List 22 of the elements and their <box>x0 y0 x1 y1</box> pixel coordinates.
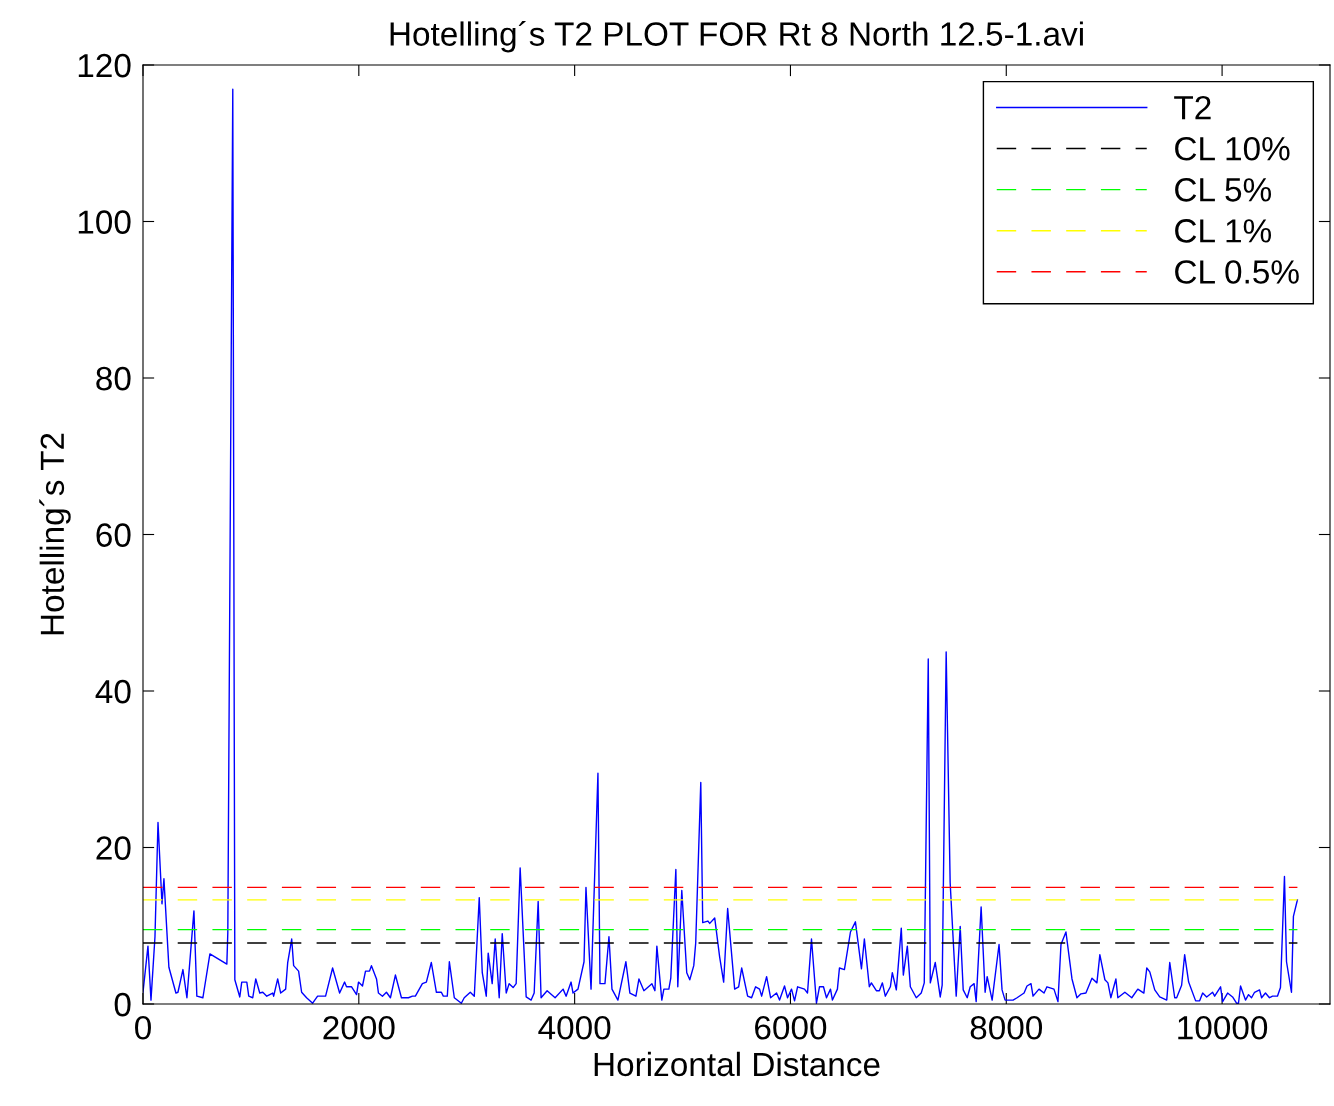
legend-label: CL 5% <box>1175 178 1272 202</box>
y-tick-label: 120 <box>78 53 131 78</box>
y-tick-label: 0 <box>114 992 131 1017</box>
legend-label: T2 <box>1174 95 1211 120</box>
x-tick-label: 10000 <box>1178 1015 1268 1040</box>
y-axis-title: Hotelling´s T2 <box>39 433 71 635</box>
line-series <box>143 88 1299 1004</box>
x-tick-label: 0 <box>135 1015 151 1040</box>
x-tick-label: 4000 <box>538 1015 611 1040</box>
y-tick-label: 40 <box>95 679 131 704</box>
legend-label: CL 0.5% <box>1175 260 1299 284</box>
x-tick-label: 6000 <box>755 1015 827 1040</box>
y-tick-label: 60 <box>96 523 131 547</box>
chart-title: Hotelling´s T2 PLOT FOR Rt 8 North 12.5-1.avi <box>390 21 1083 53</box>
x-axis-title: Horizontal Distance <box>594 1051 880 1077</box>
legend-label: CL 10% <box>1175 136 1290 161</box>
y-tick-label: 100 <box>78 210 131 234</box>
y-tick-label: 20 <box>96 836 131 860</box>
legend-label: CL 1% <box>1175 219 1272 243</box>
x-tick-label: 2000 <box>323 1015 395 1040</box>
y-tick-label: 80 <box>96 366 131 391</box>
x-tick-label: 8000 <box>970 1015 1043 1040</box>
